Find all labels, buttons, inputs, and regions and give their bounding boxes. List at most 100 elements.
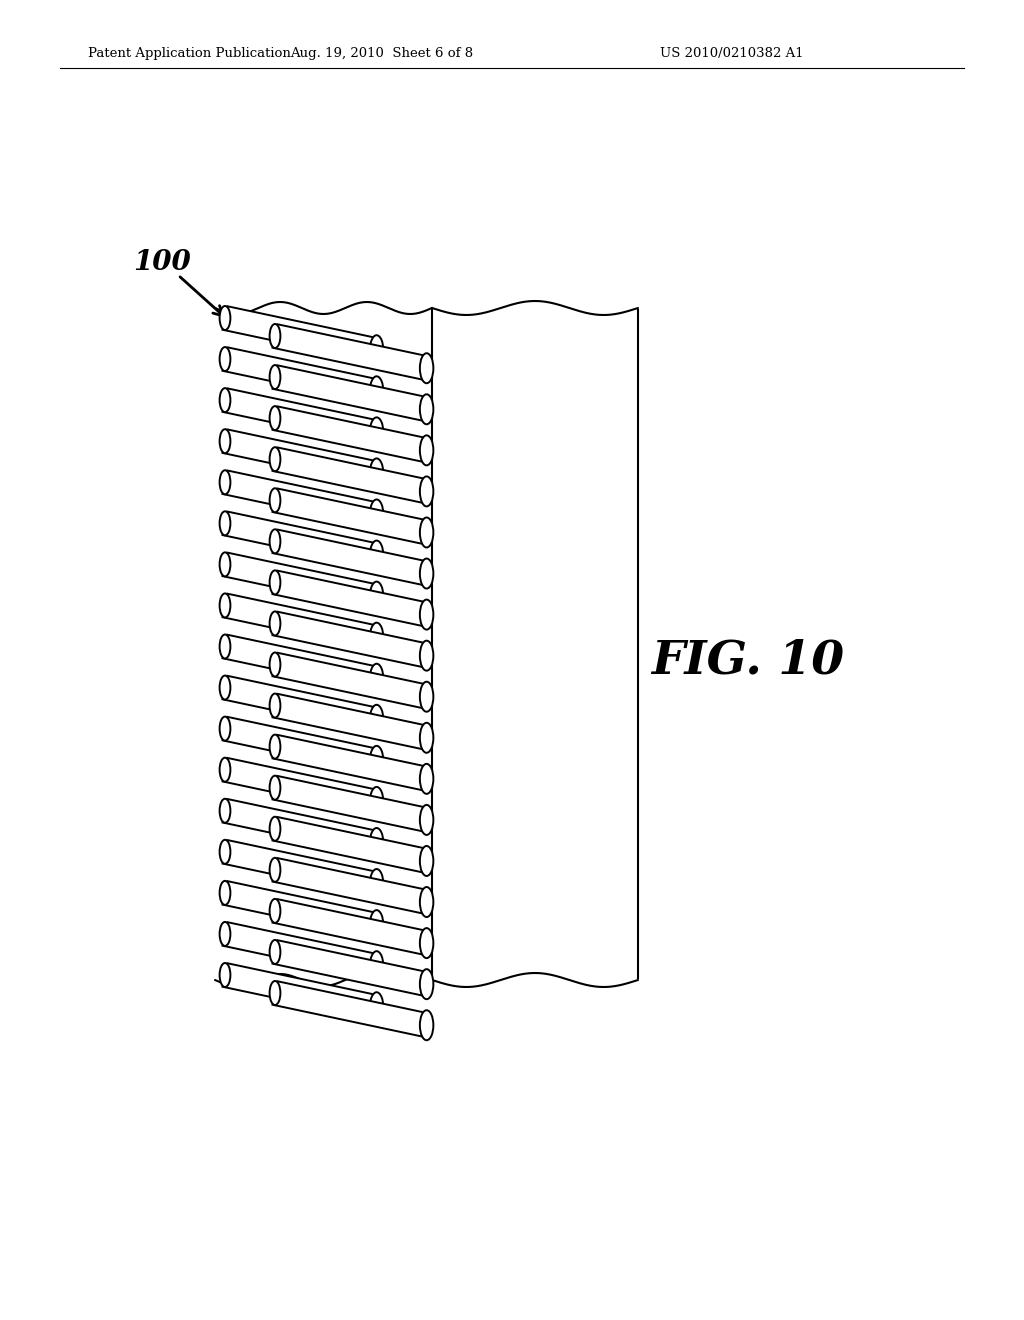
Polygon shape	[272, 529, 429, 585]
Polygon shape	[222, 840, 379, 896]
Ellipse shape	[420, 805, 433, 836]
Polygon shape	[272, 653, 429, 709]
Polygon shape	[222, 512, 379, 568]
Ellipse shape	[269, 407, 281, 430]
Ellipse shape	[269, 366, 281, 389]
Polygon shape	[222, 758, 379, 813]
Ellipse shape	[420, 354, 433, 383]
Ellipse shape	[420, 1010, 433, 1040]
Polygon shape	[272, 817, 429, 873]
Polygon shape	[272, 735, 429, 791]
Ellipse shape	[219, 676, 230, 700]
Polygon shape	[272, 981, 429, 1038]
Ellipse shape	[370, 952, 383, 981]
Polygon shape	[222, 594, 379, 649]
Ellipse shape	[219, 717, 230, 741]
Polygon shape	[272, 611, 429, 668]
Ellipse shape	[269, 693, 281, 718]
Ellipse shape	[219, 429, 230, 453]
Polygon shape	[272, 407, 429, 462]
Polygon shape	[222, 923, 379, 978]
Polygon shape	[272, 570, 429, 626]
Ellipse shape	[269, 570, 281, 594]
Ellipse shape	[420, 681, 433, 711]
Ellipse shape	[269, 735, 281, 759]
Ellipse shape	[370, 746, 383, 776]
Ellipse shape	[269, 447, 281, 471]
Ellipse shape	[269, 940, 281, 964]
Ellipse shape	[370, 540, 383, 570]
Ellipse shape	[370, 376, 383, 407]
Ellipse shape	[269, 776, 281, 800]
Ellipse shape	[370, 623, 383, 652]
Polygon shape	[222, 717, 379, 772]
Ellipse shape	[219, 635, 230, 659]
Ellipse shape	[420, 599, 433, 630]
Ellipse shape	[269, 981, 281, 1005]
Ellipse shape	[219, 552, 230, 577]
Polygon shape	[222, 470, 379, 527]
Ellipse shape	[219, 347, 230, 371]
Polygon shape	[222, 882, 379, 937]
Ellipse shape	[219, 840, 230, 863]
Text: Patent Application Publication: Patent Application Publication	[88, 48, 291, 61]
Polygon shape	[272, 694, 429, 750]
Ellipse shape	[219, 470, 230, 494]
Ellipse shape	[219, 758, 230, 781]
Polygon shape	[272, 858, 429, 913]
Ellipse shape	[370, 664, 383, 694]
Polygon shape	[222, 388, 379, 444]
Ellipse shape	[370, 499, 383, 529]
Ellipse shape	[370, 335, 383, 366]
Ellipse shape	[420, 887, 433, 917]
Ellipse shape	[420, 928, 433, 958]
Polygon shape	[222, 306, 379, 362]
Ellipse shape	[269, 817, 281, 841]
Polygon shape	[222, 429, 379, 486]
Polygon shape	[222, 799, 379, 855]
Ellipse shape	[370, 787, 383, 817]
Ellipse shape	[420, 846, 433, 876]
Polygon shape	[222, 964, 379, 1019]
Ellipse shape	[420, 764, 433, 793]
Polygon shape	[272, 447, 429, 503]
Text: 100: 100	[133, 248, 190, 276]
Ellipse shape	[420, 640, 433, 671]
Polygon shape	[272, 940, 429, 995]
Ellipse shape	[420, 517, 433, 548]
Ellipse shape	[269, 323, 281, 348]
Ellipse shape	[219, 388, 230, 412]
Ellipse shape	[420, 558, 433, 589]
Ellipse shape	[269, 611, 281, 635]
Ellipse shape	[420, 477, 433, 507]
Polygon shape	[272, 776, 429, 832]
Ellipse shape	[370, 458, 383, 488]
Text: US 2010/0210382 A1: US 2010/0210382 A1	[660, 48, 804, 61]
Polygon shape	[222, 635, 379, 690]
Ellipse shape	[370, 705, 383, 735]
Text: Aug. 19, 2010  Sheet 6 of 8: Aug. 19, 2010 Sheet 6 of 8	[291, 48, 473, 61]
Ellipse shape	[370, 909, 383, 940]
Ellipse shape	[219, 921, 230, 946]
Polygon shape	[272, 899, 429, 954]
Polygon shape	[272, 488, 429, 544]
Polygon shape	[222, 347, 379, 403]
Ellipse shape	[420, 395, 433, 424]
Polygon shape	[272, 366, 429, 421]
Ellipse shape	[420, 436, 433, 466]
Ellipse shape	[219, 880, 230, 906]
Ellipse shape	[269, 858, 281, 882]
Ellipse shape	[420, 969, 433, 999]
Ellipse shape	[370, 582, 383, 611]
Ellipse shape	[420, 723, 433, 752]
Ellipse shape	[269, 529, 281, 553]
Ellipse shape	[370, 417, 383, 447]
Ellipse shape	[219, 964, 230, 987]
Ellipse shape	[219, 594, 230, 618]
Ellipse shape	[219, 306, 230, 330]
Ellipse shape	[269, 899, 281, 923]
Polygon shape	[222, 676, 379, 731]
Ellipse shape	[219, 799, 230, 822]
Polygon shape	[272, 325, 429, 380]
Ellipse shape	[269, 652, 281, 676]
